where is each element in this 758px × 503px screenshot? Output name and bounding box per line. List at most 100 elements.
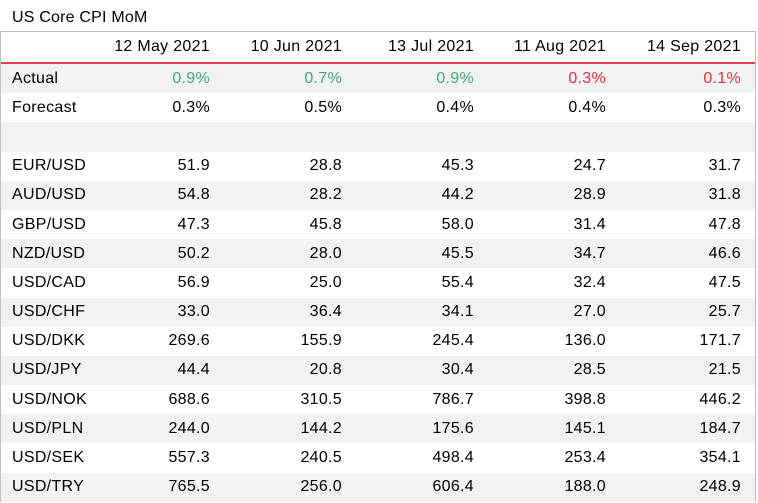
value-cell: 765.5 bbox=[100, 472, 224, 502]
value-cell: 27.0 bbox=[488, 297, 620, 327]
actual-cell: 0.3% bbox=[488, 63, 620, 94]
table-row: USD/PLN 244.0 144.2 175.6 145.1 184.7 bbox=[1, 414, 755, 444]
value-cell: 28.0 bbox=[224, 239, 356, 269]
table-row: USD/CAD 56.9 25.0 55.4 32.4 47.5 bbox=[1, 268, 755, 297]
value-cell: 28.9 bbox=[488, 180, 620, 210]
value-cell: 44.2 bbox=[356, 180, 488, 210]
column-header: 13 Jul 2021 bbox=[356, 32, 488, 64]
value-cell: 28.8 bbox=[309, 157, 342, 175]
row-label: USD/CHF bbox=[1, 297, 100, 327]
spacer-cell bbox=[356, 122, 488, 152]
spacer-cell bbox=[620, 122, 755, 152]
table-title: US Core CPI MoM bbox=[12, 9, 148, 26]
value-cell: 25.7 bbox=[620, 297, 755, 327]
value-cell: 188.0 bbox=[488, 472, 620, 502]
value-cell: 136.0 bbox=[564, 332, 606, 350]
row-label: AUD/USD bbox=[1, 180, 100, 210]
value-cell: 25.0 bbox=[309, 273, 342, 291]
value-cell: 498.4 bbox=[432, 449, 474, 467]
column-header: 12 May 2021 bbox=[100, 32, 224, 64]
spacer-cell bbox=[100, 122, 224, 152]
actual-cell: 0.7% bbox=[224, 63, 356, 94]
value-cell: 45.3 bbox=[441, 157, 474, 175]
value-cell: 31.7 bbox=[708, 157, 741, 175]
row-label: USD/CAD bbox=[12, 273, 87, 291]
actual-cell: 0.1% bbox=[620, 63, 755, 94]
value-cell: 24.7 bbox=[573, 157, 606, 175]
table-row: AUD/USD 54.8 28.2 44.2 28.9 31.8 bbox=[1, 180, 755, 210]
value-cell: 30.4 bbox=[356, 355, 488, 386]
table-row: USD/NOK 688.6 310.5 786.7 398.8 446.2 bbox=[1, 385, 755, 414]
value-cell: 144.2 bbox=[224, 414, 356, 444]
value-cell: 32.4 bbox=[573, 273, 606, 291]
actual-cell: 0.9% bbox=[356, 63, 488, 94]
value-cell: 786.7 bbox=[432, 390, 474, 408]
row-label: USD/JPY bbox=[1, 355, 100, 386]
value-cell: 45.5 bbox=[356, 239, 488, 269]
value-cell: 171.7 bbox=[699, 332, 741, 350]
forecast-cell: 0.4% bbox=[436, 98, 474, 116]
value-cell: 54.8 bbox=[100, 180, 224, 210]
value-cell: 253.4 bbox=[564, 449, 606, 467]
header-row: 12 May 2021 10 Jun 2021 13 Jul 2021 11 A… bbox=[1, 32, 755, 64]
column-header: 14 Sep 2021 bbox=[620, 32, 755, 64]
column-header: 10 Jun 2021 bbox=[224, 32, 356, 64]
spacer-cell bbox=[1, 122, 100, 152]
value-cell: 248.9 bbox=[620, 472, 755, 502]
value-cell: 446.2 bbox=[699, 390, 741, 408]
actual-cell: 0.9% bbox=[100, 63, 224, 94]
value-cell: 47.5 bbox=[708, 273, 741, 291]
value-cell: 50.2 bbox=[100, 239, 224, 269]
forecast-row: Forecast 0.3% 0.5% 0.4% 0.4% 0.3% bbox=[1, 93, 755, 122]
row-label: NZD/USD bbox=[1, 239, 100, 269]
forecast-cell: 0.4% bbox=[568, 98, 606, 116]
value-cell: 256.0 bbox=[224, 472, 356, 502]
value-cell: 58.0 bbox=[441, 215, 474, 233]
value-cell: 688.6 bbox=[168, 390, 210, 408]
table-row: USD/JPY 44.4 20.8 30.4 28.5 21.5 bbox=[1, 355, 755, 386]
value-cell: 46.6 bbox=[620, 239, 755, 269]
table-row: GBP/USD 47.3 45.8 58.0 31.4 47.8 bbox=[1, 210, 755, 239]
cpi-reaction-table: 12 May 2021 10 Jun 2021 13 Jul 2021 11 A… bbox=[1, 32, 755, 502]
value-cell: 21.5 bbox=[620, 355, 755, 386]
spacer-row bbox=[1, 122, 755, 152]
value-cell: 34.1 bbox=[356, 297, 488, 327]
forecast-cell: 0.3% bbox=[172, 98, 210, 116]
forecast-cell: 0.5% bbox=[304, 98, 342, 116]
value-cell: 34.7 bbox=[488, 239, 620, 269]
value-cell: 44.4 bbox=[100, 355, 224, 386]
row-label: USD/TRY bbox=[1, 472, 100, 502]
value-cell: 33.0 bbox=[100, 297, 224, 327]
actual-row: Actual 0.9% 0.7% 0.9% 0.3% 0.1% bbox=[1, 63, 755, 94]
table-row: USD/SEK 557.3 240.5 498.4 253.4 354.1 bbox=[1, 443, 755, 472]
value-cell: 56.9 bbox=[177, 273, 210, 291]
header-corner-cell bbox=[1, 32, 100, 64]
value-cell: 184.7 bbox=[620, 414, 755, 444]
value-cell: 47.3 bbox=[177, 215, 210, 233]
table-row: NZD/USD 50.2 28.0 45.5 34.7 46.6 bbox=[1, 239, 755, 269]
row-label: USD/SEK bbox=[12, 449, 85, 467]
data-table-container: 12 May 2021 10 Jun 2021 13 Jul 2021 11 A… bbox=[0, 31, 756, 502]
value-cell: 240.5 bbox=[300, 449, 342, 467]
value-cell: 47.8 bbox=[708, 215, 741, 233]
row-label: USD/PLN bbox=[1, 414, 100, 444]
row-label: Forecast bbox=[12, 98, 77, 116]
value-cell: 31.4 bbox=[573, 215, 606, 233]
table-row: USD/DKK 269.6 155.9 245.4 136.0 171.7 bbox=[1, 327, 755, 356]
value-cell: 245.4 bbox=[432, 332, 474, 350]
value-cell: 244.0 bbox=[100, 414, 224, 444]
row-label: GBP/USD bbox=[12, 215, 87, 233]
value-cell: 28.5 bbox=[488, 355, 620, 386]
table-row: USD/CHF 33.0 36.4 34.1 27.0 25.7 bbox=[1, 297, 755, 327]
value-cell: 155.9 bbox=[300, 332, 342, 350]
value-cell: 269.6 bbox=[168, 332, 210, 350]
table-row: EUR/USD 51.9 28.8 45.3 24.7 31.7 bbox=[1, 152, 755, 181]
row-label: USD/NOK bbox=[12, 390, 87, 408]
value-cell: 28.2 bbox=[224, 180, 356, 210]
value-cell: 36.4 bbox=[224, 297, 356, 327]
value-cell: 354.1 bbox=[699, 449, 741, 467]
value-cell: 45.8 bbox=[309, 215, 342, 233]
forecast-cell: 0.3% bbox=[703, 98, 741, 116]
row-label: USD/DKK bbox=[12, 332, 86, 350]
row-label: Actual bbox=[1, 63, 100, 94]
